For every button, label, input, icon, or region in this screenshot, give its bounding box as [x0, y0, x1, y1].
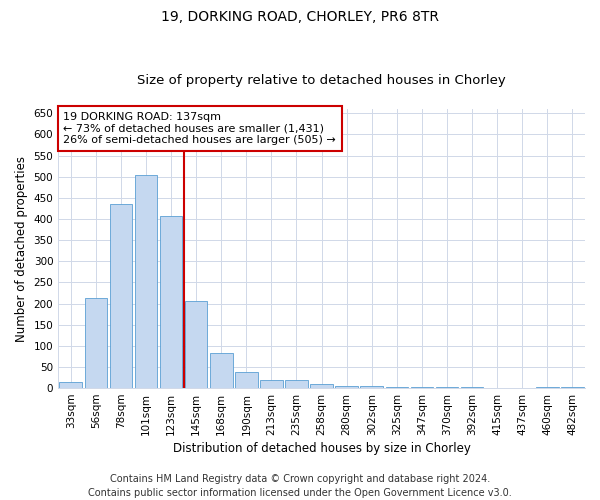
Bar: [85, 298, 107, 388]
Bar: [410, 387, 433, 388]
Bar: [285, 380, 308, 388]
Y-axis label: Number of detached properties: Number of detached properties: [15, 156, 28, 342]
Bar: [210, 353, 233, 388]
Bar: [561, 387, 584, 388]
Bar: [361, 386, 383, 388]
Bar: [335, 386, 358, 388]
Text: 19 DORKING ROAD: 137sqm
← 73% of detached houses are smaller (1,431)
26% of semi: 19 DORKING ROAD: 137sqm ← 73% of detache…: [64, 112, 336, 145]
Bar: [536, 387, 559, 388]
Text: 19, DORKING ROAD, CHORLEY, PR6 8TR: 19, DORKING ROAD, CHORLEY, PR6 8TR: [161, 10, 439, 24]
Bar: [461, 387, 484, 388]
Bar: [59, 382, 82, 388]
Bar: [310, 384, 333, 388]
Bar: [235, 372, 257, 388]
Bar: [110, 204, 132, 388]
Bar: [185, 300, 208, 388]
Text: Contains HM Land Registry data © Crown copyright and database right 2024.
Contai: Contains HM Land Registry data © Crown c…: [88, 474, 512, 498]
Bar: [160, 216, 182, 388]
Bar: [386, 387, 408, 388]
X-axis label: Distribution of detached houses by size in Chorley: Distribution of detached houses by size …: [173, 442, 470, 455]
Bar: [260, 380, 283, 388]
Bar: [436, 387, 458, 388]
Bar: [134, 176, 157, 388]
Title: Size of property relative to detached houses in Chorley: Size of property relative to detached ho…: [137, 74, 506, 87]
